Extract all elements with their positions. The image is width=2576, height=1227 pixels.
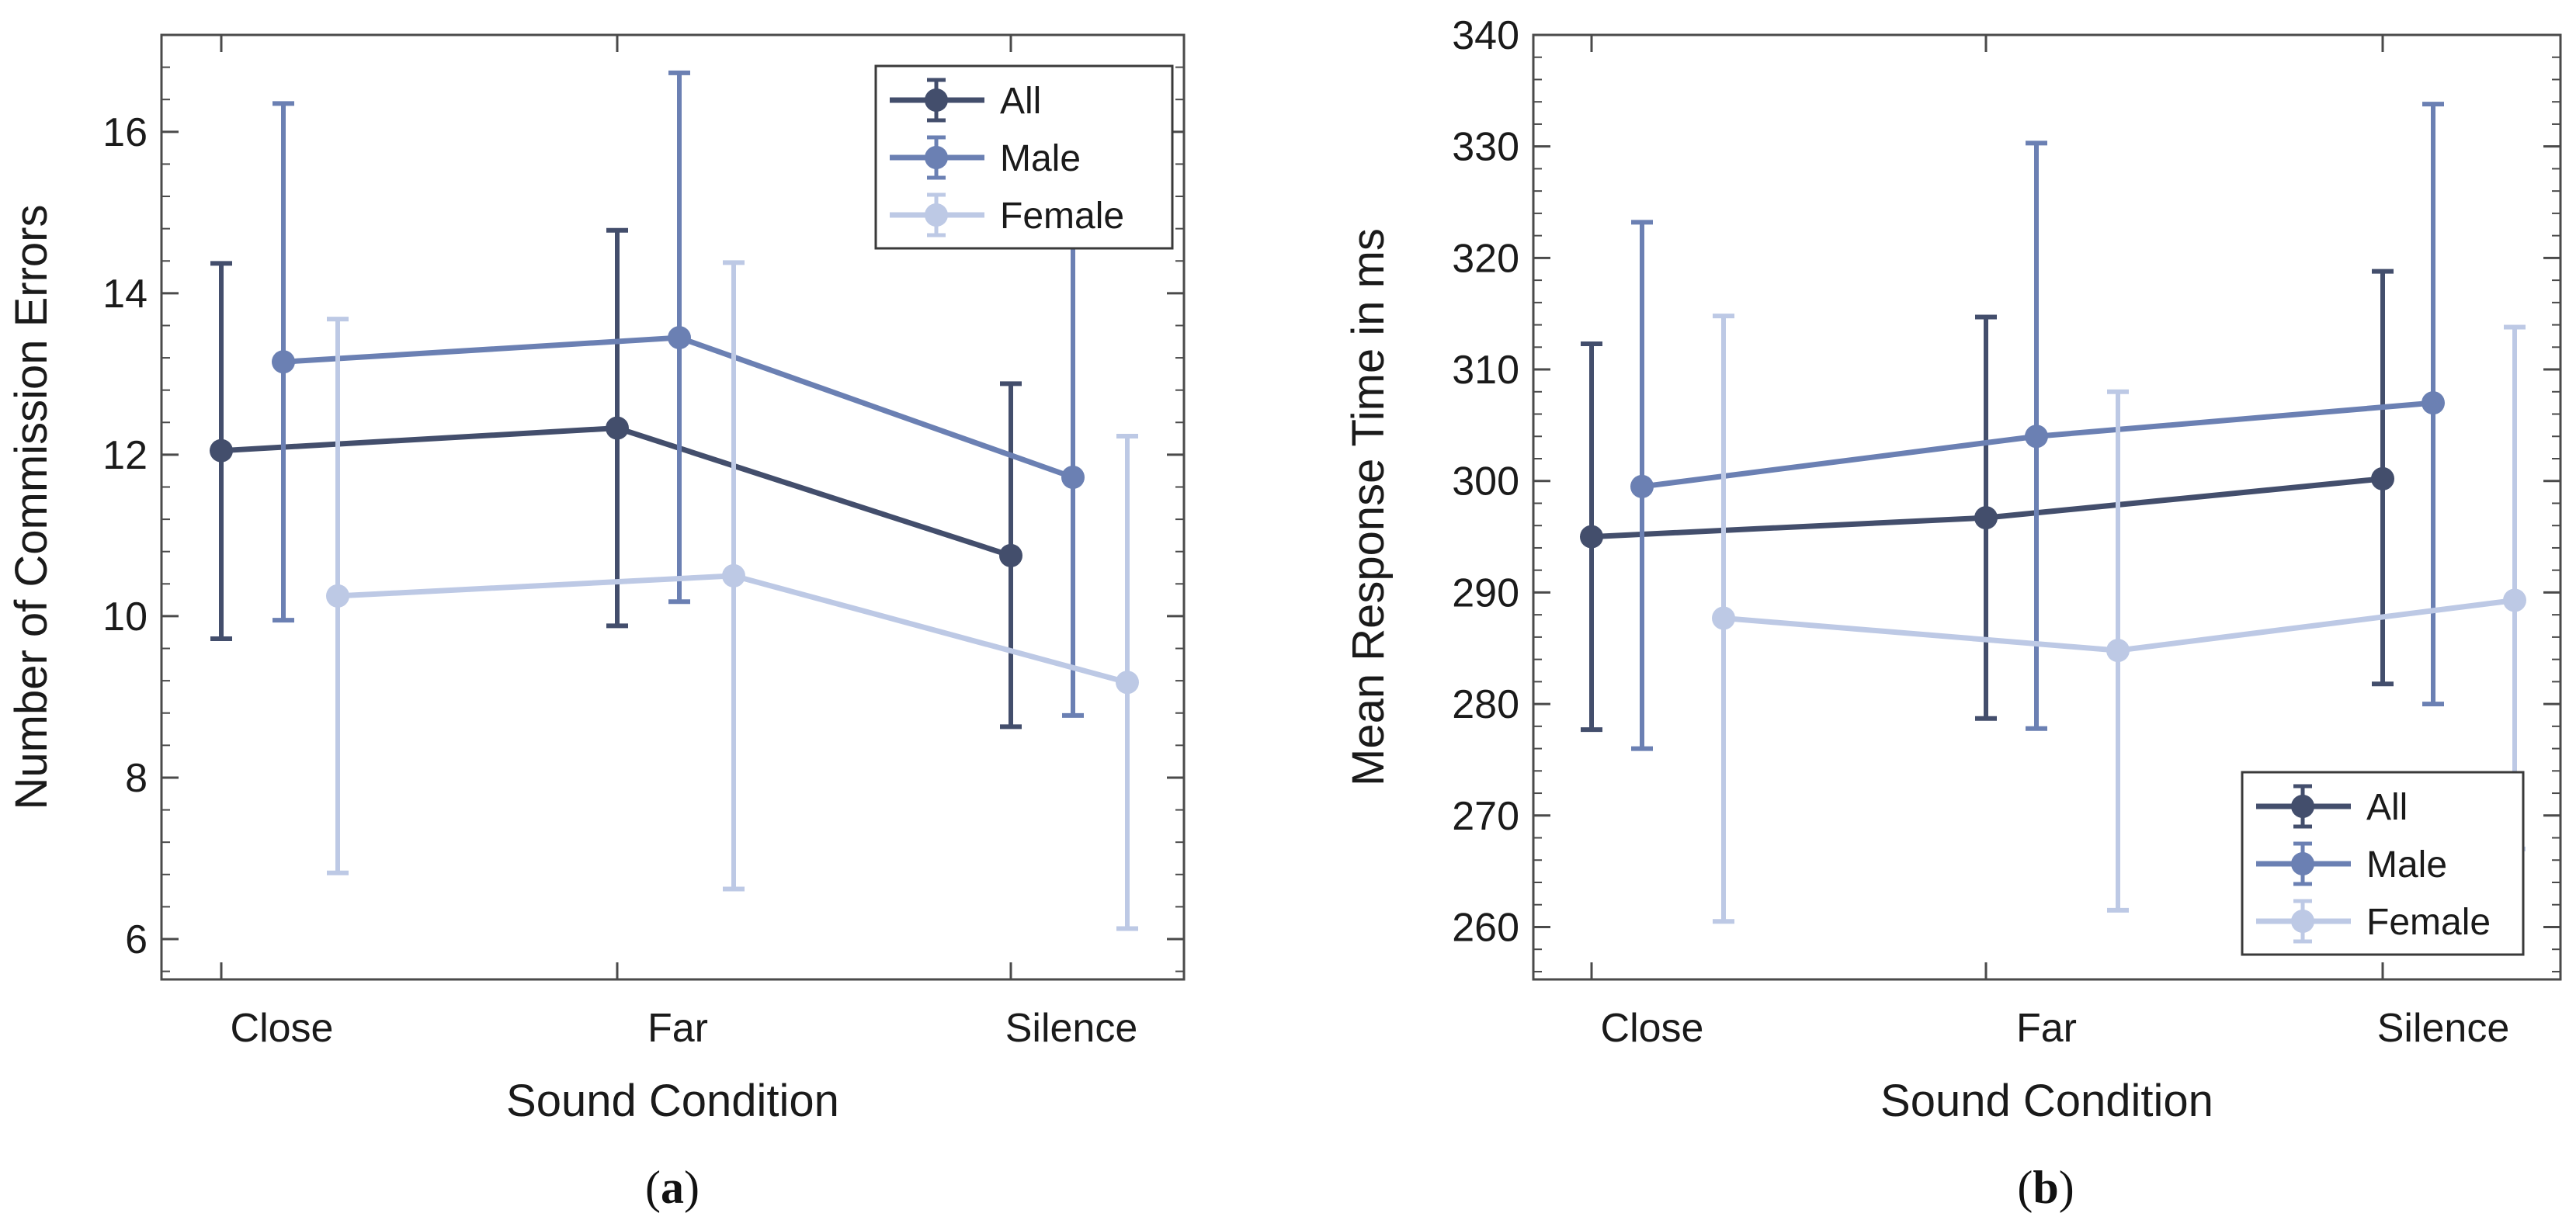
x-axis-title: Sound Condition <box>1880 1076 2213 1126</box>
y-tick-label: 10 <box>102 594 148 639</box>
legend-label: All <box>2366 787 2408 828</box>
data-point <box>1974 506 1998 530</box>
legend-swatch-marker <box>925 88 948 112</box>
x-tick-label: Close <box>1601 1006 1704 1051</box>
legend-swatch-marker <box>925 146 948 169</box>
y-tick-label: 14 <box>102 272 148 317</box>
legend-label: Female <box>1000 196 1124 237</box>
y-tick-label: 340 <box>1452 13 1519 58</box>
legend-swatch-marker <box>2291 795 2314 818</box>
data-point <box>1061 466 1085 490</box>
y-tick-label: 280 <box>1452 682 1519 727</box>
data-point <box>2371 466 2394 490</box>
legend: All Male Female <box>2241 771 2525 956</box>
data-point <box>210 438 233 463</box>
x-tick-label: Silence <box>1005 1006 1138 1051</box>
panel-label-letter: a <box>661 1162 684 1213</box>
legend-label: Male <box>2366 844 2447 886</box>
panel-label-close: ) <box>2059 1162 2074 1213</box>
y-tick-label: 6 <box>125 917 148 962</box>
series-all <box>1580 269 2394 733</box>
data-point <box>1630 474 1654 498</box>
y-axis-title: Mean Response Time in ms <box>1343 228 1394 786</box>
data-point <box>2503 588 2526 612</box>
y-tick-label: 8 <box>125 756 148 801</box>
y-tick-label: 300 <box>1452 459 1519 504</box>
data-point <box>1580 525 1603 549</box>
x-tick-label: Close <box>231 1006 334 1051</box>
data-point <box>1116 671 1139 695</box>
legend: All Male Female <box>874 64 1174 250</box>
y-axis-title: Number of Commission Errors <box>6 205 57 810</box>
legend-label: Female <box>2366 902 2491 943</box>
y-tick-label: 290 <box>1452 570 1519 615</box>
data-point <box>668 326 691 350</box>
data-point <box>722 563 745 588</box>
legend-swatch-marker <box>2291 852 2314 875</box>
chart-panel-a: 6 8 10 12 14 16 Close Far Silence Sound Condition… <box>6 33 1186 1213</box>
panel-label-open: ( <box>2017 1162 2033 1213</box>
series-female <box>1712 314 2526 924</box>
y-tick-label: 270 <box>1452 794 1519 839</box>
panel-label: (b) <box>2017 1162 2074 1213</box>
legend-swatch-marker <box>925 203 948 227</box>
series-male <box>272 70 1085 718</box>
panel-label: (a) <box>645 1162 700 1213</box>
data-point <box>1712 606 1735 630</box>
series-female <box>326 260 1139 931</box>
y-tick-label: 16 <box>102 110 148 155</box>
panel-label-close: ) <box>684 1162 700 1213</box>
panel-label-open: ( <box>645 1162 661 1213</box>
y-tick-label: 330 <box>1452 125 1519 170</box>
legend-swatch-marker <box>2291 910 2314 933</box>
x-tick-label: Far <box>647 1006 708 1051</box>
x-axis-title: Sound Condition <box>506 1076 839 1126</box>
data-point <box>2106 639 2130 663</box>
data-point <box>2422 391 2445 415</box>
panel-label-letter: b <box>2033 1162 2058 1213</box>
data-point <box>272 350 295 374</box>
data-point <box>606 416 629 440</box>
y-tick-label: 320 <box>1452 236 1519 281</box>
data-point <box>326 584 349 608</box>
legend-label: All <box>1000 81 1041 122</box>
plot-frame <box>160 33 1186 981</box>
x-tick-label: Silence <box>2377 1006 2510 1051</box>
data-point <box>2025 425 2048 449</box>
x-tick-label: Far <box>2016 1006 2077 1051</box>
y-tick-label: 12 <box>102 433 148 478</box>
chart-panel-b: 260 270 280 290 300 310 320 330 340 Close Far Silen… <box>1343 13 2562 1213</box>
y-tick-label: 310 <box>1452 348 1519 393</box>
data-point <box>999 543 1022 567</box>
plot-frame <box>1532 33 2562 981</box>
series-all <box>210 227 1022 730</box>
y-tick-label: 260 <box>1452 905 1519 950</box>
legend-label: Male <box>1000 138 1081 179</box>
series-male <box>1630 102 2445 751</box>
